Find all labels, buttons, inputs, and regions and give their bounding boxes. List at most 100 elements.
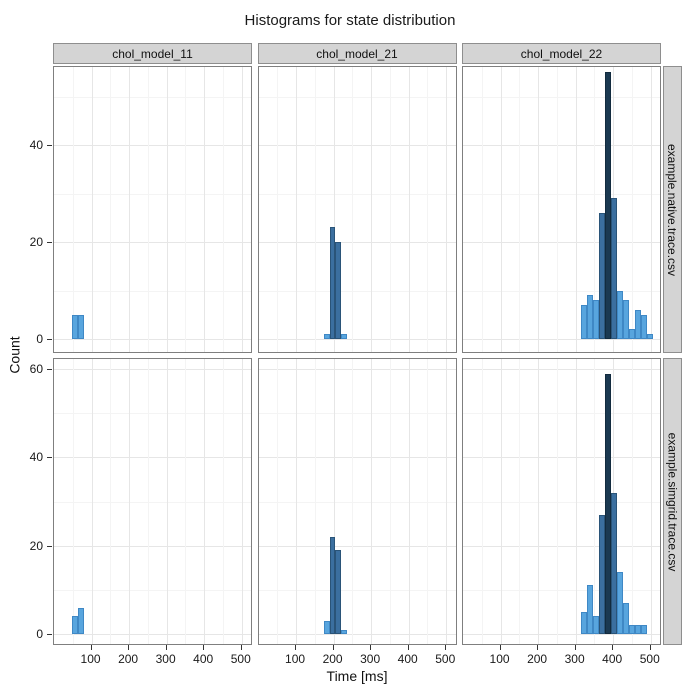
y-tick-mark <box>47 145 52 146</box>
histogram-bar <box>605 373 612 634</box>
histogram-bar <box>329 227 336 339</box>
histogram-bar <box>611 492 618 634</box>
gridline <box>389 67 391 352</box>
x-tick-label: 200 <box>527 652 548 666</box>
gridline <box>463 193 660 195</box>
facet-column-strip: chol_model_22 <box>462 43 661 64</box>
histogram-panel <box>53 358 252 645</box>
histogram-bar <box>635 625 642 634</box>
gridline <box>258 457 456 459</box>
gridline <box>371 359 373 644</box>
gridline <box>446 67 448 352</box>
histogram-bar <box>587 585 594 634</box>
facet-column-strip: chol_model_21 <box>257 43 457 64</box>
gridline <box>54 545 251 547</box>
facet-column-strip: chol_model_11 <box>53 43 252 64</box>
gridline <box>594 359 596 644</box>
gridline <box>204 359 206 644</box>
chart-title: Histograms for state distribution <box>244 12 456 29</box>
gridline <box>258 634 456 635</box>
x-tick-label: 300 <box>564 652 585 666</box>
gridline <box>54 501 251 503</box>
x-tick-mark <box>612 645 614 650</box>
gridline <box>91 67 93 352</box>
gridline <box>556 359 558 644</box>
gridline <box>519 67 521 352</box>
gridline <box>54 339 251 340</box>
gridline <box>147 67 149 352</box>
gridline <box>222 359 224 644</box>
gridline <box>258 96 456 98</box>
y-tick-mark <box>47 339 52 340</box>
gridline <box>129 359 131 644</box>
x-tick-mark <box>537 645 539 650</box>
gridline <box>258 242 456 243</box>
gridline <box>575 67 577 352</box>
gridline <box>463 369 660 371</box>
gridline <box>54 413 251 415</box>
x-tick-mark <box>445 645 447 650</box>
histogram-bar <box>610 198 617 339</box>
gridline <box>258 413 456 415</box>
histogram-bar <box>586 295 593 339</box>
gridline <box>481 359 483 644</box>
x-tick-label: 200 <box>322 652 343 666</box>
gridline <box>241 67 243 352</box>
gridline <box>72 359 74 644</box>
x-tick-label: 400 <box>602 652 623 666</box>
gridline <box>110 359 112 644</box>
histogram-panel <box>53 66 252 353</box>
gridline <box>371 67 373 352</box>
x-tick-mark <box>165 645 167 650</box>
gridline <box>258 589 456 591</box>
gridline <box>314 67 316 352</box>
gridline <box>594 67 596 352</box>
y-tick-label: 20 <box>29 538 43 553</box>
histogram-bar <box>324 620 330 634</box>
gridline <box>556 67 558 352</box>
x-tick-mark <box>574 645 576 650</box>
facet-row-label: example.simgrid.trace.csv <box>665 432 680 571</box>
histogram-bar <box>324 334 330 339</box>
x-tick-mark <box>203 645 205 650</box>
gridline <box>314 359 316 644</box>
gridline <box>463 413 660 415</box>
histogram-bar <box>72 616 79 634</box>
histogram-bar <box>623 603 630 634</box>
gridline <box>352 359 354 644</box>
x-tick-label: 300 <box>360 652 381 666</box>
y-tick-mark <box>47 457 52 459</box>
gridline <box>650 359 652 644</box>
gridline <box>54 634 251 635</box>
gridline <box>72 67 74 352</box>
x-tick-label: 500 <box>230 652 251 666</box>
gridline <box>538 359 540 644</box>
histogram-bar <box>616 290 623 339</box>
gridline <box>575 359 577 644</box>
histogram-panel <box>462 66 661 353</box>
gridline <box>91 359 93 644</box>
gridline <box>463 589 660 591</box>
gridline <box>204 67 206 352</box>
gridline <box>463 457 660 459</box>
gridline <box>258 290 456 292</box>
gridline <box>463 290 660 292</box>
gridline <box>408 359 410 644</box>
x-tick-mark <box>370 645 372 650</box>
gridline <box>54 290 251 292</box>
y-tick-label: 40 <box>29 138 43 152</box>
histogram-bar <box>646 334 653 339</box>
x-tick-label: 400 <box>193 652 214 666</box>
gridline <box>463 145 660 146</box>
x-tick-label: 400 <box>397 652 418 666</box>
y-tick-label: 60 <box>29 362 43 377</box>
gridline <box>408 67 410 352</box>
histogram-bar <box>617 572 624 634</box>
gridline <box>54 369 251 371</box>
gridline <box>481 67 483 352</box>
histogram-panel <box>257 358 457 645</box>
y-axis-title: Count <box>6 335 23 374</box>
histogram-bar <box>598 212 605 339</box>
facet-column-label: chol_model_21 <box>316 46 398 61</box>
x-tick-label: 300 <box>155 652 176 666</box>
